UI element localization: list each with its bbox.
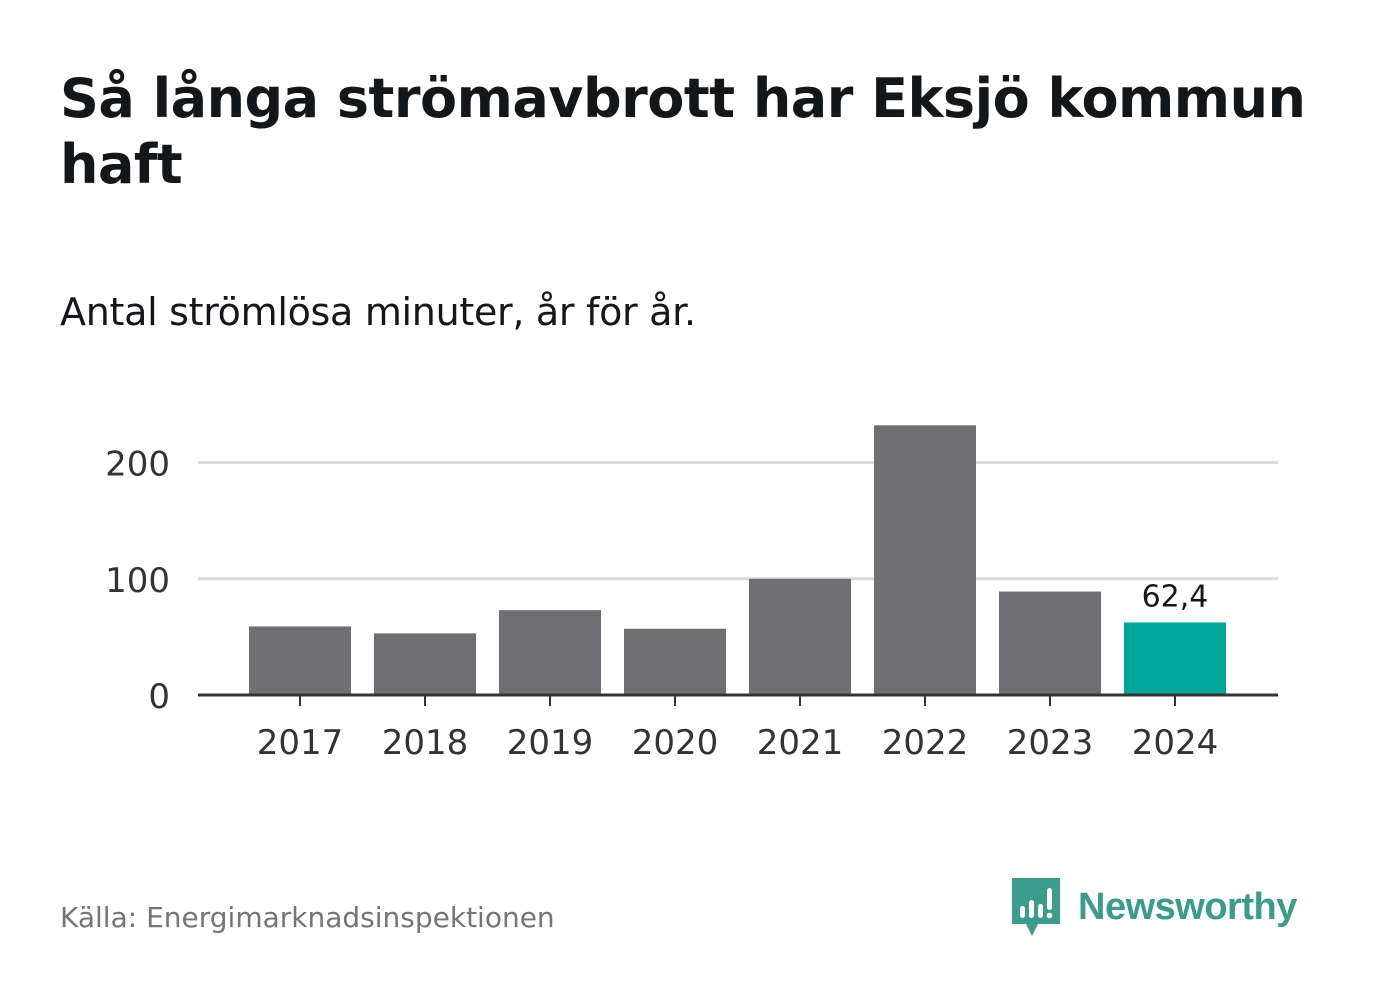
bar [749,578,851,695]
bar-chart: 0 100 200 2017 2018 2019 2020 2021 2022 2023 2024 6… [105,425,1278,763]
y-tick-label: 100 [105,561,170,601]
bar [499,610,601,695]
bar [874,425,976,695]
newsworthy-logo-icon [1012,878,1060,936]
brand-name: Newsworthy [1078,885,1297,928]
x-tick-label: 2017 [257,723,344,763]
x-tick-label: 2024 [1132,723,1219,763]
x-tick-label: 2020 [632,723,719,763]
x-tick-label: 2019 [507,723,594,763]
brand-logo: Newsworthy [1010,876,1297,938]
bar [999,591,1101,695]
data-label: 62,4 [1142,579,1209,614]
chart-title: Så långa strömavbrott har Eksjö kommun h… [60,67,1306,196]
bar [374,633,476,695]
y-tick-label: 0 [148,677,170,717]
y-tick-label: 200 [105,445,170,485]
chart-subtitle: Antal strömlösa minuter, år för år. [60,290,696,334]
bar [1124,622,1226,695]
x-tick-label: 2021 [757,723,844,763]
x-tick-label: 2018 [382,723,469,763]
bar [624,628,726,695]
x-tick-label: 2023 [1007,723,1094,763]
x-tick-label: 2022 [882,723,969,763]
source-note: Källa: Energimarknadsinspektionen [60,901,555,934]
bar [249,626,351,695]
